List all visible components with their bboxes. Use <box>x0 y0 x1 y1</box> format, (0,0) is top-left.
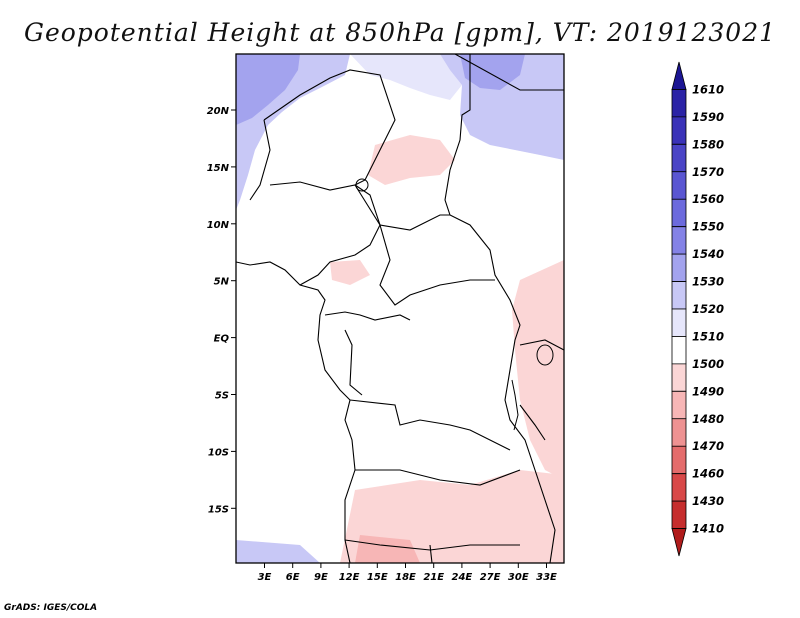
colorbar-label: 1550 <box>692 220 724 234</box>
longitude-axis: 3E 6E 9E 12E 15E 18E 21E 24E 27E 30E 33E <box>258 563 557 583</box>
lon-label: 12E <box>339 572 360 583</box>
lat-label: 5S <box>215 391 229 402</box>
colorbar-label: 1580 <box>692 137 724 151</box>
colorbar-label: 1480 <box>692 412 724 426</box>
field-region-east-lakes <box>512 260 564 480</box>
colorbar-swatch <box>671 308 687 337</box>
latitude-axis: 20N 15N 10N 5N EQ 5S 10S 15S <box>207 106 236 515</box>
colorbar-swatch <box>671 418 687 447</box>
colorbar-swatch <box>671 363 687 392</box>
colorbar-swatch <box>671 390 687 420</box>
field-region-chad <box>368 135 455 185</box>
colorbar-label: 1610 <box>692 82 724 96</box>
grads-credit: GrADS: IGES/COLA <box>4 603 98 613</box>
colorbar-label: 1500 <box>692 357 724 371</box>
country-borders <box>236 54 564 563</box>
colorbar-label: 1470 <box>692 439 724 453</box>
colorbar-label: 1570 <box>692 165 724 179</box>
field-region-north-west-core <box>236 54 300 125</box>
lon-label: 18E <box>395 572 416 583</box>
field-region-north-central <box>350 54 470 100</box>
colorbar-swatch <box>671 89 687 118</box>
field-region-south-core <box>355 535 420 563</box>
colorbar-label: 1590 <box>692 110 724 124</box>
lon-label: 30E <box>508 572 529 583</box>
lon-label: 27E <box>480 572 501 583</box>
lat-label: 10N <box>207 220 230 231</box>
lat-label: 15S <box>208 504 229 515</box>
colorbar-swatch <box>671 143 687 173</box>
colorbar-swatch <box>671 61 687 90</box>
lakes <box>355 178 554 431</box>
colorbar-label: 1490 <box>692 384 724 398</box>
colorbar-swatch <box>671 500 687 529</box>
colorbar-label: 1510 <box>692 329 724 343</box>
lon-label: 15E <box>367 572 388 583</box>
colorbar-label: 1460 <box>692 467 724 481</box>
lon-label: 24E <box>452 572 473 583</box>
colorbar: 1610 1590 1580 1570 1560 1550 1540 1530 1520 1510… <box>671 61 724 557</box>
map-frame <box>235 53 565 564</box>
lat-label: EQ <box>214 334 230 345</box>
colorbar-label: 1520 <box>692 302 724 316</box>
colorbar-swatch <box>671 171 687 200</box>
lon-label: 3E <box>258 572 272 583</box>
lat-label: 5N <box>214 277 230 288</box>
colorbar-swatch <box>671 281 687 310</box>
lat-label: 15N <box>207 163 230 174</box>
height-field <box>236 54 564 563</box>
colorbar-swatch <box>671 226 687 255</box>
lon-label: 21E <box>423 572 444 583</box>
colorbar-swatch <box>671 116 687 145</box>
colorbar-label: 1560 <box>692 192 724 206</box>
colorbar-label: 1540 <box>692 247 724 261</box>
colorbar-label: 1530 <box>692 275 724 289</box>
colorbar-label: 1410 <box>692 522 724 536</box>
colorbar-swatch <box>671 336 687 365</box>
lon-label: 33E <box>536 572 557 583</box>
map-title: Geopotential Height at 850hPa [gpm], VT:… <box>23 18 777 47</box>
lon-label: 6E <box>286 572 300 583</box>
colorbar-swatch <box>671 253 687 282</box>
field-region-west-cameroon <box>330 260 370 285</box>
lat-label: 10S <box>208 447 229 458</box>
colorbar-swatch <box>671 528 687 557</box>
field-region-north-east-core <box>460 54 525 90</box>
colorbar-label: 1430 <box>692 494 724 508</box>
lon-label: 9E <box>314 572 328 583</box>
colorbar-swatch <box>671 473 687 502</box>
field-region-south-west <box>236 540 320 563</box>
colorbar-swatch <box>671 445 687 475</box>
lat-label: 20N <box>207 106 230 117</box>
colorbar-swatch <box>671 198 687 228</box>
